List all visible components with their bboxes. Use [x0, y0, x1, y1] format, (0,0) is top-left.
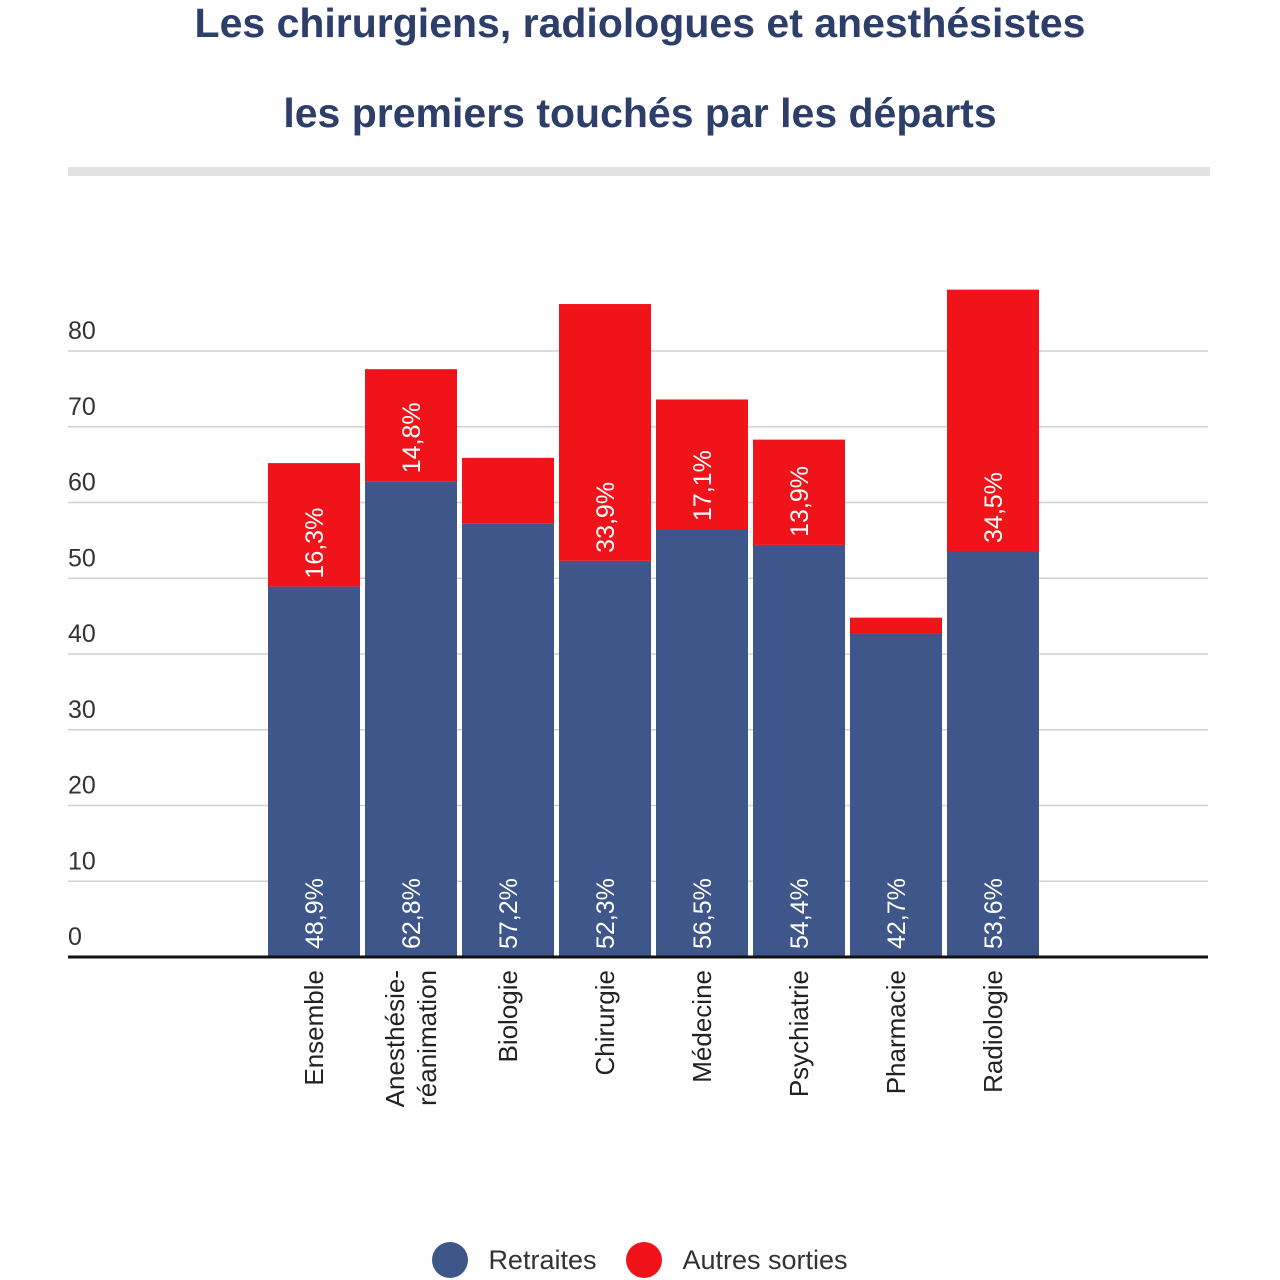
bar-autres-sorties — [462, 457, 554, 524]
x-tick-label: Biologie — [493, 970, 523, 1063]
bar-retraites — [850, 633, 942, 957]
data-label: 16,3% — [301, 508, 329, 579]
legend-item-autres-sorties: Autres sorties — [626, 1242, 848, 1278]
data-label: 52,3% — [592, 878, 620, 949]
y-tick-label: 70 — [68, 393, 96, 421]
bar-retraites — [462, 523, 554, 957]
legend-label: Autres sorties — [682, 1244, 848, 1275]
chart-title-line-2: les premiers touchés par les départs — [283, 90, 997, 136]
bar-retraites — [365, 481, 457, 957]
legend-item-retraites: Retraites — [432, 1242, 596, 1278]
stacked-bar-chart: 0 10 20 30 40 50 60 70 80 48,9% 16,3% Ensemble 62,8%… — [68, 289, 1208, 1107]
data-label: 17,1% — [689, 450, 717, 521]
bar-retraites — [559, 560, 651, 957]
data-label: 53,6% — [980, 878, 1008, 949]
bar-autres-sorties — [753, 439, 845, 545]
data-label: 57,2% — [495, 878, 523, 949]
data-label: 33,9% — [592, 482, 620, 553]
x-tick-label: Radiologie — [978, 970, 1008, 1093]
bar-retraites — [753, 544, 845, 957]
x-tick-label: réanimation — [412, 970, 442, 1106]
bar-retraites — [268, 586, 360, 957]
x-tick-label: Psychiatrie — [784, 970, 814, 1097]
data-label: 14,8% — [398, 402, 426, 473]
y-tick-label: 0 — [68, 923, 82, 951]
bar-retraites — [656, 529, 748, 957]
y-tick-label: 60 — [68, 469, 96, 497]
y-tick-label: 30 — [68, 696, 96, 724]
x-tick-label: Médecine — [687, 970, 717, 1083]
bar-retraites — [947, 550, 1039, 957]
title-divider — [68, 167, 1210, 176]
bar-autres-sorties — [947, 289, 1039, 551]
data-label: 42,7% — [883, 878, 911, 949]
data-label: 13,9% — [786, 466, 814, 537]
bar-autres-sorties — [559, 304, 651, 561]
data-label: 48,9% — [301, 878, 329, 949]
x-tick-label: Pharmacie — [881, 970, 911, 1094]
data-label: 56,5% — [689, 878, 717, 949]
legend-swatch-autres-sorties — [626, 1242, 663, 1278]
y-tick-label: 80 — [68, 317, 96, 345]
x-tick-label: Ensemble — [299, 970, 329, 1086]
data-label: 54,4% — [786, 878, 814, 949]
data-label: 62,8% — [398, 878, 426, 949]
x-tick-label: Chirurgie — [590, 970, 620, 1076]
y-tick-label: 40 — [68, 620, 96, 648]
legend: Retraites Autres sorties — [0, 1242, 1280, 1278]
bar-autres-sorties — [850, 617, 942, 634]
bar-autres-sorties — [268, 463, 360, 587]
legend-label: Retraites — [488, 1244, 597, 1275]
legend-swatch-retraites — [432, 1242, 469, 1278]
bar-autres-sorties — [365, 369, 457, 482]
data-label: 34,5% — [980, 472, 1008, 543]
bar-autres-sorties — [656, 399, 748, 530]
chart-title-line-1: Les chirurgiens, radiologues et anesthés… — [194, 0, 1086, 46]
x-tick-label: Anesthésie- — [380, 970, 410, 1107]
y-tick-label: 50 — [68, 544, 96, 572]
y-tick-label: 20 — [68, 772, 96, 800]
y-tick-label: 10 — [68, 847, 96, 875]
